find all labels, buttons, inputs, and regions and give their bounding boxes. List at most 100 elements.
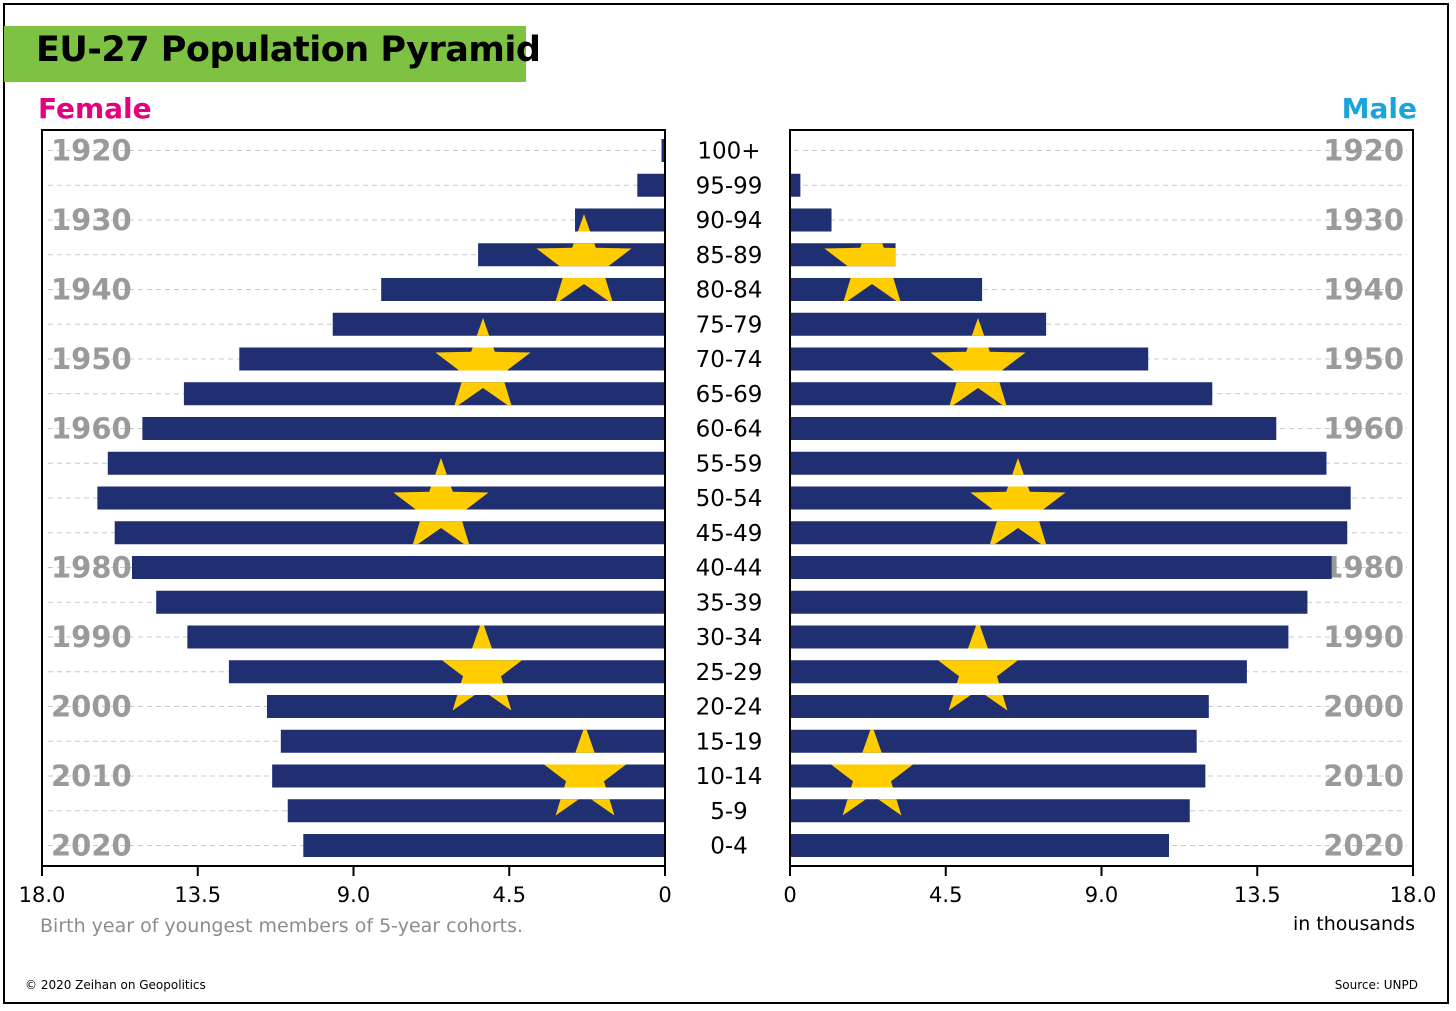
female-bar (114, 521, 665, 545)
birth-year-label-male: 1990 (1323, 620, 1404, 654)
male-label: Male (1341, 92, 1417, 125)
female-bar (266, 695, 665, 718)
birth-year-label-female: 1930 (51, 203, 132, 237)
age-group-label: 90-94 (696, 208, 763, 234)
female-bar (381, 278, 665, 301)
birth-year-label-female: 1960 (51, 412, 132, 446)
female-bar (575, 208, 665, 232)
female-bar (183, 382, 665, 406)
male-bar (790, 729, 1197, 753)
female-bar (332, 312, 665, 336)
birth-year-label-female: 1940 (51, 273, 132, 307)
birth-year-label-female: 1980 (51, 551, 132, 585)
copyright-text: © 2020 Zeihan on Geopolitics (25, 978, 206, 992)
birth-year-label-female: 2020 (51, 829, 132, 863)
age-group-label: 0-4 (710, 834, 748, 860)
age-group-label: 20-24 (696, 695, 763, 721)
female-bar (187, 625, 665, 649)
eu-star (393, 458, 489, 549)
female-bar (142, 417, 666, 440)
male-bar (790, 834, 1169, 857)
male-bar (790, 312, 1047, 336)
title-background (4, 26, 526, 82)
eu-star (930, 318, 1026, 409)
age-group-label: 10-14 (696, 764, 763, 790)
birth-year-label-male: 1960 (1323, 412, 1404, 446)
female-bar (97, 486, 665, 510)
unit-label: in thousands (1292, 913, 1415, 935)
age-group-label: 75-79 (696, 312, 763, 338)
age-group-label: 50-54 (696, 486, 763, 512)
birth-year-label-male: 1930 (1323, 203, 1404, 237)
male-bar (790, 486, 1351, 510)
female-axis-tick-label: 18.0 (19, 883, 66, 907)
age-group-label: 25-29 (696, 660, 763, 686)
male-bar (790, 173, 801, 197)
age-group-label: 55-59 (696, 451, 763, 477)
birth-year-label-male: 1950 (1323, 342, 1404, 376)
birth-year-label-male: 2000 (1323, 690, 1404, 724)
male-axis-tick-label: 0 (783, 883, 796, 907)
age-group-label: 100+ (697, 139, 760, 165)
male-axis-tick-label: 18.0 (1390, 883, 1437, 907)
female-bar (637, 173, 665, 197)
male-bar (790, 556, 1332, 579)
female-bar (107, 451, 665, 475)
age-group-label: 30-34 (696, 625, 763, 651)
female-axis-tick-label: 9.0 (337, 883, 370, 907)
birth-year-label-male: 1920 (1323, 134, 1404, 168)
male-bar (790, 695, 1209, 718)
male-axis-tick-label: 13.5 (1234, 883, 1281, 907)
birth-year-label-female: 1920 (51, 134, 132, 168)
female-label: Female (38, 92, 152, 125)
male-bar (790, 590, 1308, 614)
eu-stars-male (824, 214, 1066, 816)
female-axis-tick-label: 4.5 (493, 883, 526, 907)
birth-year-label-female: 1990 (51, 620, 132, 654)
female-bar (287, 799, 665, 823)
birth-year-label-female: 1950 (51, 342, 132, 376)
male-bar (790, 451, 1327, 475)
age-group-label: 15-19 (696, 729, 763, 755)
eu-star (434, 620, 530, 711)
age-group-label: 40-44 (696, 556, 763, 582)
male-bar (790, 417, 1277, 440)
female-axis-tick-label: 0 (658, 883, 671, 907)
female-bar (661, 139, 665, 162)
age-group-label: 95-99 (696, 173, 763, 199)
birth-year-label-female: 2000 (51, 690, 132, 724)
male-bar (790, 660, 1247, 684)
female-bar (303, 834, 665, 857)
eu-star (970, 458, 1066, 549)
female-panel-border (41, 129, 666, 866)
eu-star (824, 725, 920, 816)
female-axis-tick-label: 13.5 (174, 883, 221, 907)
male-bar (790, 208, 832, 232)
birth-year-note: Birth year of youngest members of 5-year… (40, 915, 524, 937)
age-group-label: 35-39 (696, 590, 763, 616)
age-group-label: 70-74 (696, 347, 763, 373)
source-text: Source: UNPD (1334, 978, 1418, 992)
birth-year-label-male: 1980 (1323, 551, 1404, 585)
age-group-label: 85-89 (696, 243, 763, 269)
eu-stars-female (393, 214, 633, 816)
eu-star (537, 725, 633, 816)
male-bar (790, 625, 1289, 649)
female-bar (280, 729, 665, 753)
eu-star (536, 214, 632, 305)
age-group-label: 5-9 (710, 799, 748, 825)
age-group-label: 80-84 (696, 278, 763, 304)
birth-year-label-male: 1940 (1323, 273, 1404, 307)
eu-star (435, 318, 531, 409)
birth-year-label-male: 2010 (1323, 759, 1404, 793)
female-bar (228, 660, 665, 684)
birth-year-label-male: 2020 (1323, 829, 1404, 863)
male-bar (790, 521, 1348, 545)
female-bar (156, 590, 665, 614)
eu-star (824, 214, 920, 305)
age-group-label: 45-49 (696, 521, 763, 547)
birth-year-label-female: 2010 (51, 759, 132, 793)
male-axis-tick-label: 9.0 (1085, 883, 1118, 907)
female-bar (131, 556, 665, 579)
